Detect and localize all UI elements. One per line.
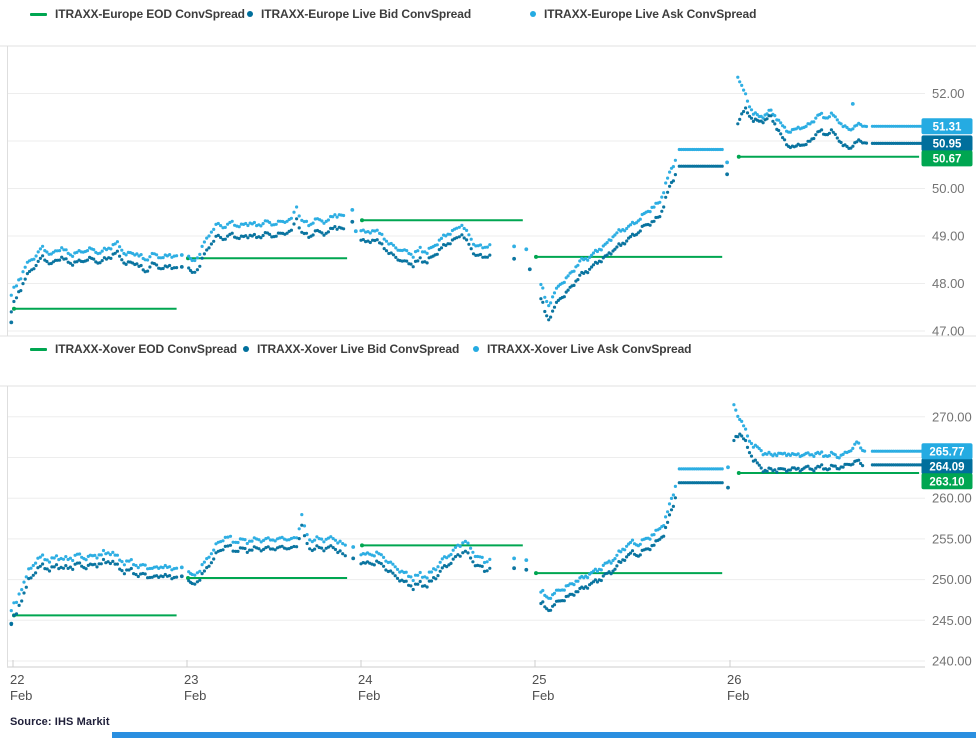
chart-itraxx-europe[interactable]: 52.00 50.00 49.00 48.00 47.00 50.95 51.31 50.67 — [0, 45, 976, 338]
horizontal-scrollbar[interactable] — [112, 732, 976, 738]
x-axis-label-23-feb: 23 Feb — [184, 672, 207, 703]
bid-dot-marker-icon — [247, 11, 253, 17]
legend-label: ITRAXX-Europe EOD ConvSpread — [55, 7, 245, 21]
svg-text:50.95: 50.95 — [933, 139, 962, 151]
svg-text:50.67: 50.67 — [933, 154, 962, 166]
legend-label: ITRAXX-Europe Live Bid ConvSpread — [261, 7, 472, 21]
eod-line-marker-icon — [30, 347, 47, 351]
svg-text:52.00: 52.00 — [932, 86, 965, 101]
x-axis-label-24-feb: 24 Feb — [358, 672, 381, 703]
ask-dot-marker-icon — [473, 346, 479, 352]
legend-item-europe-ask[interactable]: ITRAXX-Europe Live Ask ConvSpread — [530, 7, 756, 21]
legend-item-xover-eod[interactable]: ITRAXX-Xover EOD ConvSpread — [30, 342, 237, 356]
legend-label: ITRAXX-Xover Live Ask ConvSpread — [487, 342, 692, 356]
svg-text:260.00: 260.00 — [932, 491, 972, 506]
svg-text:51.31: 51.31 — [933, 122, 962, 134]
chart-itraxx-xover[interactable]: 270.00 260.00 255.00 250.00 245.00 240.00 264.… — [0, 385, 976, 668]
legend-item-europe-eod[interactable]: ITRAXX-Europe EOD ConvSpread — [30, 7, 245, 21]
legend-item-xover-bid[interactable]: ITRAXX-Xover Live Bid ConvSpread — [243, 342, 459, 356]
svg-text:270.00: 270.00 — [932, 409, 972, 424]
ask-dot-marker-icon — [530, 11, 536, 17]
svg-text:263.10: 263.10 — [929, 476, 964, 488]
eod-line-marker-icon — [30, 12, 47, 16]
legend-label: ITRAXX-Europe Live Ask ConvSpread — [544, 7, 757, 21]
legend-xover: ITRAXX-Xover EOD ConvSpread ITRAXX-Xover… — [0, 342, 976, 362]
legend-label: ITRAXX-Xover EOD ConvSpread — [55, 342, 238, 356]
legend-item-xover-ask[interactable]: ITRAXX-Xover Live Ask ConvSpread — [473, 342, 692, 356]
svg-text:240.00: 240.00 — [932, 654, 972, 669]
legend-europe: ITRAXX-Europe EOD ConvSpread ITRAXX-Euro… — [0, 7, 976, 27]
svg-text:49.00: 49.00 — [932, 229, 965, 244]
legend-label: ITRAXX-Xover Live Bid ConvSpread — [257, 342, 460, 356]
svg-text:245.00: 245.00 — [932, 613, 972, 628]
bid-dot-marker-icon — [243, 346, 249, 352]
svg-text:47.00: 47.00 — [932, 324, 965, 339]
x-axis-label-25-feb: 25 Feb — [532, 672, 555, 703]
x-axis-label-26-feb: 26 Feb — [727, 672, 750, 703]
svg-text:255.00: 255.00 — [932, 531, 972, 546]
source-credit: Source: IHS Markit — [10, 716, 110, 728]
svg-text:265.77: 265.77 — [929, 446, 964, 458]
x-axis-label-22-feb: 22 Feb — [10, 672, 33, 703]
svg-text:50.00: 50.00 — [932, 181, 965, 196]
svg-text:264.09: 264.09 — [929, 461, 964, 473]
svg-text:250.00: 250.00 — [932, 572, 972, 587]
legend-item-europe-bid[interactable]: ITRAXX-Europe Live Bid ConvSpread — [247, 7, 471, 21]
svg-text:48.00: 48.00 — [932, 276, 965, 291]
